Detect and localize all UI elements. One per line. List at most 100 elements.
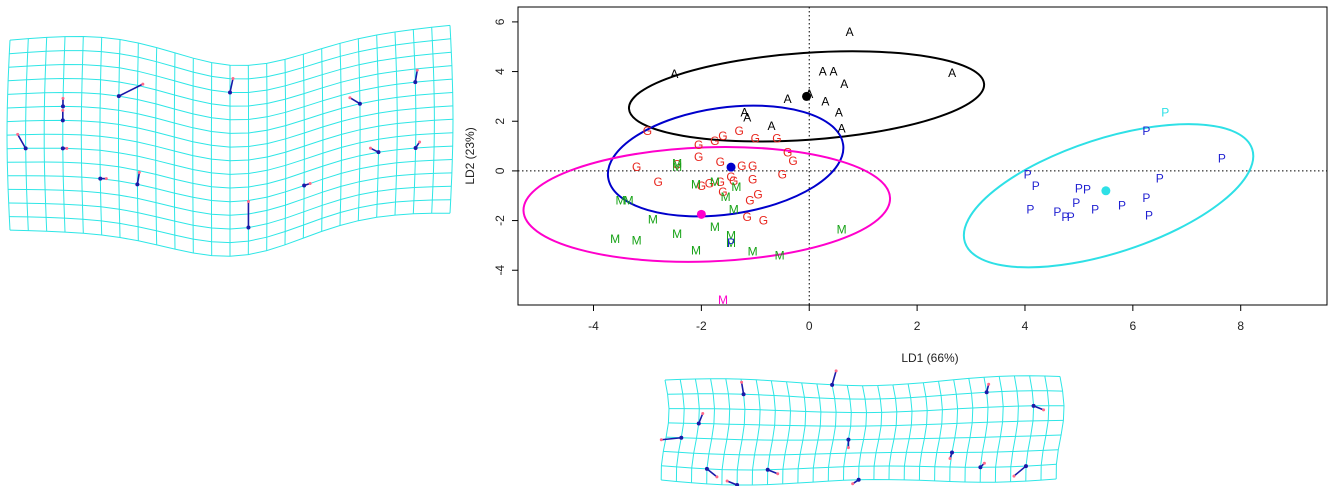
- point-A: A: [670, 67, 678, 81]
- point-M: M: [837, 222, 847, 236]
- point-G: G: [643, 124, 652, 138]
- landmark-target: [16, 132, 20, 136]
- landmark-vector: [229, 78, 234, 93]
- x-tick-label: -4: [588, 319, 599, 333]
- grid-column-line: [1010, 375, 1019, 482]
- landmark-point: [1031, 403, 1036, 408]
- point-P: P: [1083, 183, 1091, 197]
- x-tick-label: 2: [914, 319, 921, 333]
- point-P: P: [1118, 199, 1126, 213]
- landmark-target: [1042, 408, 1046, 412]
- landmark-target: [308, 182, 312, 186]
- grid-column-line: [736, 379, 746, 486]
- grid-column-line: [888, 384, 898, 480]
- grid-column-line: [6, 40, 11, 231]
- point-G: G: [716, 175, 725, 189]
- point-G: G: [710, 134, 719, 148]
- grid-column-line: [321, 48, 324, 232]
- grid-column-line: [751, 379, 761, 486]
- point-M: M: [726, 236, 736, 250]
- point-G: G: [705, 176, 714, 190]
- point-P: P: [1075, 181, 1083, 195]
- centroid-G: [726, 162, 736, 172]
- landmark-target: [776, 472, 780, 476]
- centroid-A: [802, 91, 812, 101]
- y-axis-label: LD2 (23%): [463, 127, 477, 184]
- landmark-vector: [118, 83, 144, 97]
- landmark-vector: [661, 436, 682, 441]
- grid-column-line: [431, 27, 435, 214]
- point-G: G: [729, 174, 738, 188]
- point-A: A: [784, 92, 792, 106]
- point-A: A: [835, 106, 843, 120]
- group-centroids: [696, 91, 1111, 219]
- landmark-point: [696, 421, 701, 426]
- landmark-target: [61, 96, 65, 100]
- point-M: M: [726, 228, 736, 242]
- x-tick-label: 8: [1237, 319, 1244, 333]
- landmark-target: [231, 76, 235, 80]
- point-P: P: [1072, 196, 1080, 210]
- landmark-point: [60, 104, 65, 109]
- y-tick-label: -2: [493, 215, 507, 226]
- point-G: G: [716, 155, 725, 169]
- point-G: G: [753, 187, 762, 201]
- point-P: P: [1053, 205, 1061, 219]
- y-tick-label: 4: [493, 68, 507, 75]
- landmark-point: [116, 94, 121, 99]
- landmark-point: [978, 465, 983, 470]
- landmark-target: [65, 146, 69, 150]
- landmark-point: [856, 477, 861, 482]
- grid-column-line: [949, 379, 959, 482]
- grid-column-line: [767, 380, 776, 485]
- grid-column-line: [118, 39, 121, 238]
- grid-column-line: [873, 385, 883, 480]
- point-G: G: [718, 185, 727, 199]
- point-P: P: [1218, 151, 1226, 165]
- grid-column-line: [357, 38, 361, 221]
- grid-column-line: [858, 385, 868, 480]
- grid-column-line: [25, 38, 29, 231]
- grid-column-line: [284, 59, 287, 245]
- point-A: A: [819, 65, 827, 79]
- grid-column-line: [691, 378, 700, 483]
- landmark-target: [415, 68, 419, 72]
- landmark-point: [765, 467, 770, 472]
- point-P: P: [1145, 209, 1153, 223]
- point-A: A: [741, 106, 749, 120]
- grid-column-line: [812, 383, 822, 483]
- landmark-point: [228, 90, 232, 95]
- point-G: G: [748, 173, 757, 187]
- point-A: A: [840, 77, 848, 91]
- point-A: A: [743, 111, 751, 125]
- x-tick-label: -2: [696, 319, 707, 333]
- point-M: M: [610, 232, 620, 246]
- point-M: M: [672, 160, 682, 174]
- grid-column-line: [918, 382, 928, 481]
- landmark-target: [846, 446, 850, 450]
- landmark-target: [659, 438, 663, 442]
- ellipse-G: [606, 104, 845, 218]
- landmark-target: [982, 461, 986, 465]
- plot-frame: [517, 6, 1328, 306]
- point-P: P: [1142, 191, 1150, 205]
- ellipse-P: [962, 123, 1255, 269]
- landmark-point: [413, 80, 418, 85]
- grid-column-line: [80, 36, 84, 234]
- point-G: G: [743, 210, 752, 224]
- grid-column-line: [675, 379, 685, 482]
- landmark-point: [98, 176, 103, 181]
- point-M: M: [672, 156, 682, 170]
- point-M: M: [731, 180, 741, 194]
- point-M: M: [691, 243, 701, 257]
- point-G: G: [697, 179, 706, 193]
- grid-column-line: [964, 378, 974, 483]
- landmark-point: [246, 225, 251, 230]
- grid-column-line: [266, 63, 268, 251]
- landmark-point: [735, 483, 740, 486]
- landmark-point: [60, 118, 65, 123]
- point-P: P: [727, 236, 735, 250]
- point-M: M: [615, 194, 625, 208]
- point-G: G: [694, 150, 703, 164]
